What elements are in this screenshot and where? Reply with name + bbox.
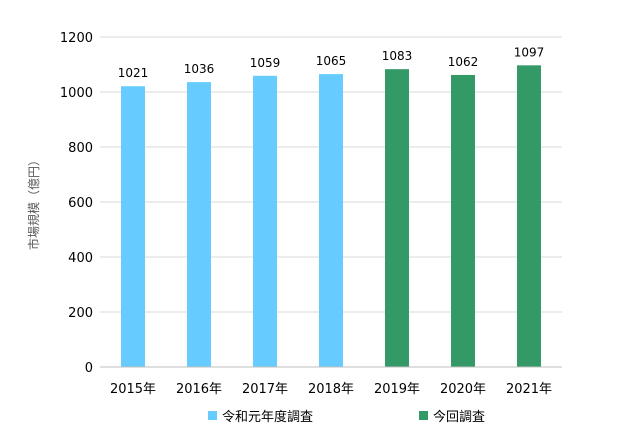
y-tick-label: 1200 [60, 31, 93, 46]
x-tick-label: 2021年 [506, 382, 552, 397]
legend-swatch [208, 411, 217, 420]
y-tick-label: 200 [68, 306, 93, 321]
bars [121, 65, 541, 368]
data-label: 1083 [382, 49, 413, 63]
y-tick-label: 1000 [60, 86, 93, 101]
legend-label: 今回調査 [433, 409, 485, 425]
data-label: 1059 [250, 56, 281, 70]
data-label: 1021 [118, 66, 149, 80]
y-axis-ticks: 0 200 400 600 800 1000 1200 [60, 31, 93, 376]
bar [319, 74, 343, 367]
x-axis-ticks: 2015年 2016年 2017年 2018年 2019年 2020年 2021年 [110, 382, 552, 397]
data-label: 1097 [514, 45, 545, 59]
bar [385, 69, 409, 368]
data-labels: 1021 1036 1059 1065 1083 1062 1097 [118, 45, 545, 80]
legend: 令和元年度調査 今回調査 [208, 409, 485, 425]
y-tick-label: 400 [68, 251, 93, 266]
y-tick-label: 0 [85, 361, 93, 376]
bar [451, 74, 475, 367]
bar [187, 82, 211, 367]
bar [253, 75, 277, 368]
x-tick-label: 2019年 [374, 382, 420, 397]
y-tick-label: 600 [68, 196, 93, 211]
data-label: 1036 [184, 62, 215, 76]
x-tick-label: 2016年 [176, 382, 222, 397]
x-tick-label: 2020年 [440, 382, 486, 397]
legend-swatch [419, 411, 428, 420]
y-axis-label: 市場規模（億円） [26, 154, 41, 250]
x-tick-label: 2018年 [308, 382, 354, 397]
x-tick-label: 2015年 [110, 382, 156, 397]
bar [121, 86, 145, 367]
legend-label: 令和元年度調査 [222, 409, 313, 425]
data-label: 1065 [316, 54, 347, 68]
y-tick-label: 800 [68, 141, 93, 156]
data-label: 1062 [448, 55, 479, 69]
bar [517, 65, 541, 367]
x-tick-label: 2017年 [242, 382, 288, 397]
